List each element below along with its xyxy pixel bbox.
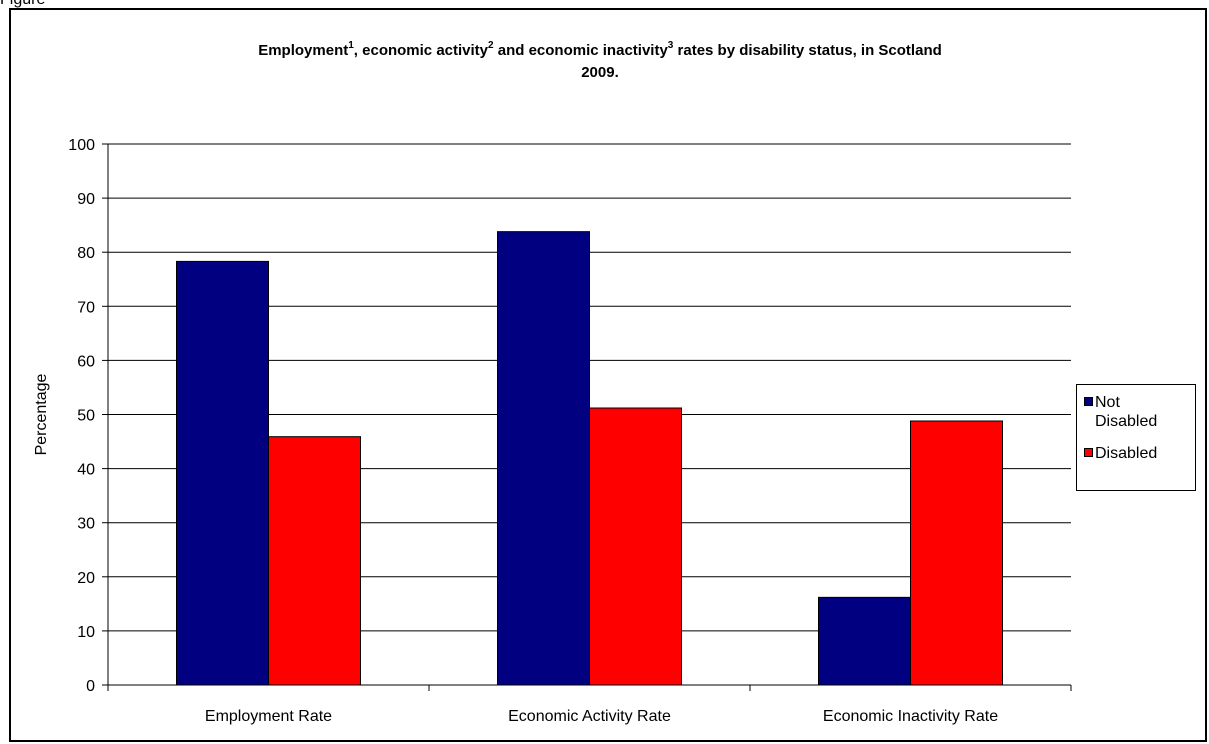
chart-title-line-2: 2009.	[581, 64, 619, 81]
y-tick-label: 10	[77, 624, 95, 641]
y-tick-label: 20	[77, 570, 95, 587]
chart-title-line-1: Employment1, economic activity2 and econ…	[100, 40, 1100, 62]
bar	[589, 407, 682, 686]
x-tick-label: Employment Rate	[205, 708, 332, 725]
chart-title: Employment1, economic activity2 and econ…	[100, 40, 1100, 84]
legend-item-disabled: Disabled	[1084, 444, 1158, 463]
legend-label-not-disabled-line-1: Not	[1095, 394, 1120, 411]
y-tick-label: 60	[77, 353, 95, 370]
y-tick-label: 100	[68, 137, 95, 154]
bar	[497, 231, 590, 686]
legend-label-not-disabled-line-2: Disabled	[1095, 413, 1158, 430]
title-sup-2: 2	[488, 40, 494, 51]
y-tick-label: 50	[77, 408, 95, 425]
x-tick-label: Economic Activity Rate	[508, 708, 671, 725]
y-tick-label: 80	[77, 245, 95, 262]
legend-item-not-disabled: Not Disabled	[1084, 393, 1158, 431]
y-tick-label: 90	[77, 191, 95, 208]
title-sup-3: 3	[667, 40, 674, 51]
x-tick-label: Economic Inactivity Rate	[823, 708, 998, 725]
legend: Not Disabled Disabled	[1076, 384, 1196, 491]
bar	[818, 596, 911, 686]
legend-swatch-disabled	[1084, 448, 1093, 457]
y-tick-label: 30	[77, 516, 95, 533]
title-part-2: , economic activity	[353, 42, 489, 59]
bar	[268, 436, 361, 686]
figure-label: Figure	[0, 0, 45, 9]
y-tick-label: 40	[77, 462, 95, 479]
y-axis-label: Percentage	[33, 373, 50, 455]
title-part-4: rates by disability status, in Scotland	[673, 42, 942, 59]
legend-swatch-not-disabled	[1084, 397, 1093, 406]
y-tick-label: 0	[86, 678, 95, 695]
title-sup-1: 1	[348, 40, 354, 51]
legend-label-disabled: Disabled	[1095, 445, 1158, 462]
title-part-3: and economic inactivity	[493, 42, 668, 59]
bar	[176, 260, 269, 686]
y-tick-label: 70	[77, 299, 95, 316]
title-part-1: Employment	[258, 42, 349, 59]
bar	[910, 420, 1003, 686]
